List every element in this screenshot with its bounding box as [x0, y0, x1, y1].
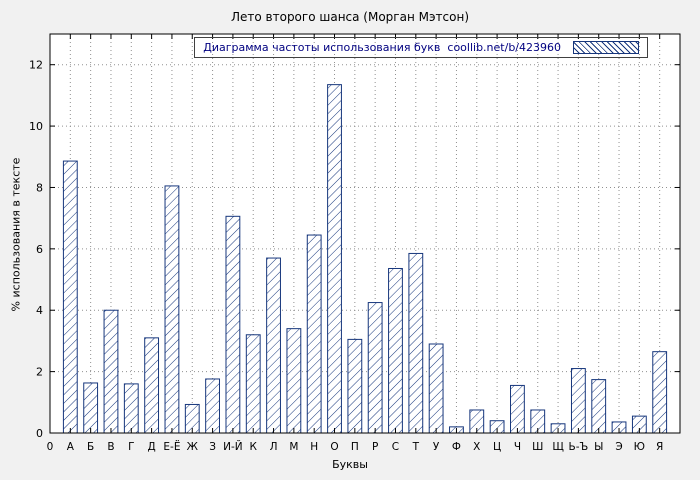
- x-tick-label-Ш: Ш: [532, 441, 543, 453]
- x-tick-label-М: М: [289, 441, 298, 453]
- bar-В: [103, 309, 119, 434]
- x-tick-label-Т: Т: [412, 441, 420, 453]
- x-tick-label-О: О: [330, 441, 338, 453]
- x-tick-label-З: З: [209, 441, 216, 453]
- x-tick-label-У: У: [433, 441, 440, 453]
- bar-Р: [367, 302, 383, 434]
- x-tick-label-Л: Л: [270, 441, 278, 453]
- legend-label: Диаграмма частоты использования букв coo…: [203, 41, 561, 54]
- legend-swatch: [573, 41, 639, 54]
- bar-П: [347, 338, 363, 434]
- bar-Я: [652, 351, 668, 434]
- y-tick-label-12: 12: [29, 59, 43, 72]
- x-tick-label-В: В: [107, 441, 114, 453]
- y-axis-title: % использования в тексте: [9, 157, 23, 312]
- x-tick-label-Ж: Ж: [187, 441, 199, 453]
- bar-М: [286, 328, 302, 434]
- bar-Ы: [591, 379, 607, 434]
- y-tick-label-6: 6: [36, 243, 43, 256]
- bar-Т: [408, 252, 424, 434]
- x-tick-label-Ы: Ы: [594, 441, 603, 453]
- x-tick-label-И-Й: И-Й: [223, 440, 243, 453]
- y-tick-label-4: 4: [36, 304, 43, 317]
- bar-У: [428, 343, 444, 434]
- x-axis-title: Буквы: [332, 458, 368, 471]
- x-tick-label-Х: Х: [473, 441, 480, 453]
- x-tick-label-Я: Я: [656, 441, 663, 453]
- x-tick-label-Щ: Щ: [552, 441, 564, 453]
- bar-Ч: [510, 384, 525, 434]
- bar-Д: [144, 337, 160, 434]
- chart-title: Лето второго шанса (Морган Мэтсон): [230, 10, 470, 24]
- bar-А: [62, 160, 78, 434]
- x-tick-label-П: П: [351, 441, 359, 453]
- x-origin-label: 0: [47, 441, 54, 453]
- bar-Б: [83, 382, 99, 434]
- x-tick-label-Ч: Ч: [514, 441, 521, 453]
- bar-К: [245, 334, 261, 434]
- y-tick-label-10: 10: [29, 120, 43, 133]
- x-tick-label-Д: Д: [148, 441, 156, 453]
- x-tick-label-К: К: [249, 441, 257, 453]
- x-tick-label-Ь-Ъ: Ь-Ъ: [569, 441, 589, 453]
- x-tick-label-Г: Г: [128, 441, 134, 453]
- x-tick-label-Ц: Ц: [493, 441, 501, 453]
- bar-С: [388, 267, 403, 434]
- chart-legend: Диаграмма частоты использования букв coo…: [194, 37, 648, 58]
- bar-О: [327, 84, 342, 434]
- bar-Н: [306, 234, 322, 434]
- bar-Г: [123, 383, 139, 434]
- bar-Л: [266, 257, 281, 434]
- x-tick-label-Н: Н: [310, 441, 318, 453]
- x-tick-label-Р: Р: [372, 441, 378, 453]
- x-tick-label-Э: Э: [615, 441, 622, 453]
- y-tick-label-0: 0: [36, 427, 43, 440]
- x-tick-label-А: А: [67, 441, 75, 453]
- bar-Е-Ё: [164, 185, 180, 434]
- x-tick-label-Б: Б: [87, 441, 94, 453]
- y-tick-label-2: 2: [36, 366, 43, 379]
- bar-И-Й: [225, 215, 241, 434]
- x-tick-label-Е-Ё: Е-Ё: [163, 440, 180, 453]
- bar-З: [205, 378, 220, 434]
- x-tick-label-С: С: [392, 441, 399, 453]
- x-tick-label-Ф: Ф: [452, 441, 461, 453]
- x-tick-label-Ю: Ю: [634, 441, 645, 453]
- bar-Ь-Ъ: [570, 368, 586, 434]
- y-tick-label-8: 8: [36, 181, 43, 194]
